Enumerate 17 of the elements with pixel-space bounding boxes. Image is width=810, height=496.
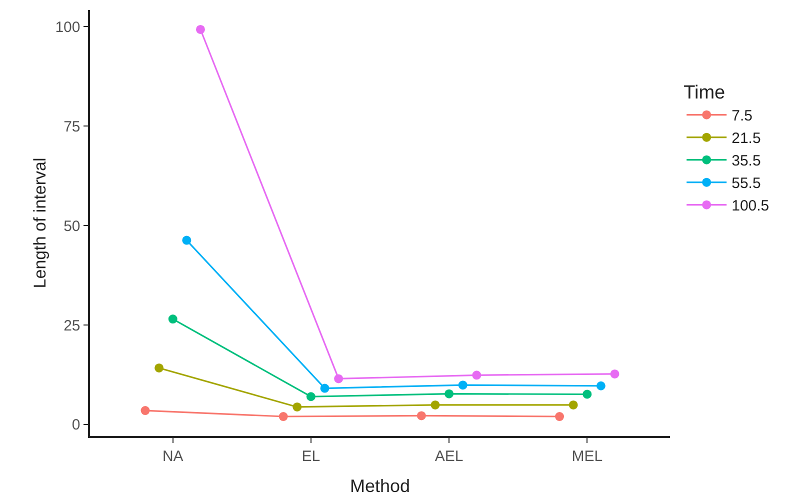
legend-label: 21.5 — [732, 130, 761, 148]
y-tick-label: 75 — [64, 118, 80, 136]
y-tick-label: 50 — [64, 218, 80, 235]
x-tick-label: AEL — [434, 448, 464, 465]
legend-label: 35.5 — [732, 152, 761, 170]
y-axis-title: Length of interval — [30, 158, 50, 288]
x-tick-label: EL — [302, 448, 320, 465]
y-tick-label: 100 — [55, 18, 80, 36]
x-tick-label: MEL — [572, 448, 603, 465]
y-tick-label: 0 — [72, 416, 80, 434]
legend-label: 7.5 — [732, 108, 752, 125]
legend-label: 100.5 — [732, 198, 770, 215]
y-tick-label: 25 — [64, 317, 80, 334]
x-axis-title: Method — [350, 476, 410, 496]
legend-label: 55.5 — [732, 175, 761, 192]
legend-title: Time — [684, 82, 726, 104]
x-tick-label: NA — [162, 448, 184, 465]
